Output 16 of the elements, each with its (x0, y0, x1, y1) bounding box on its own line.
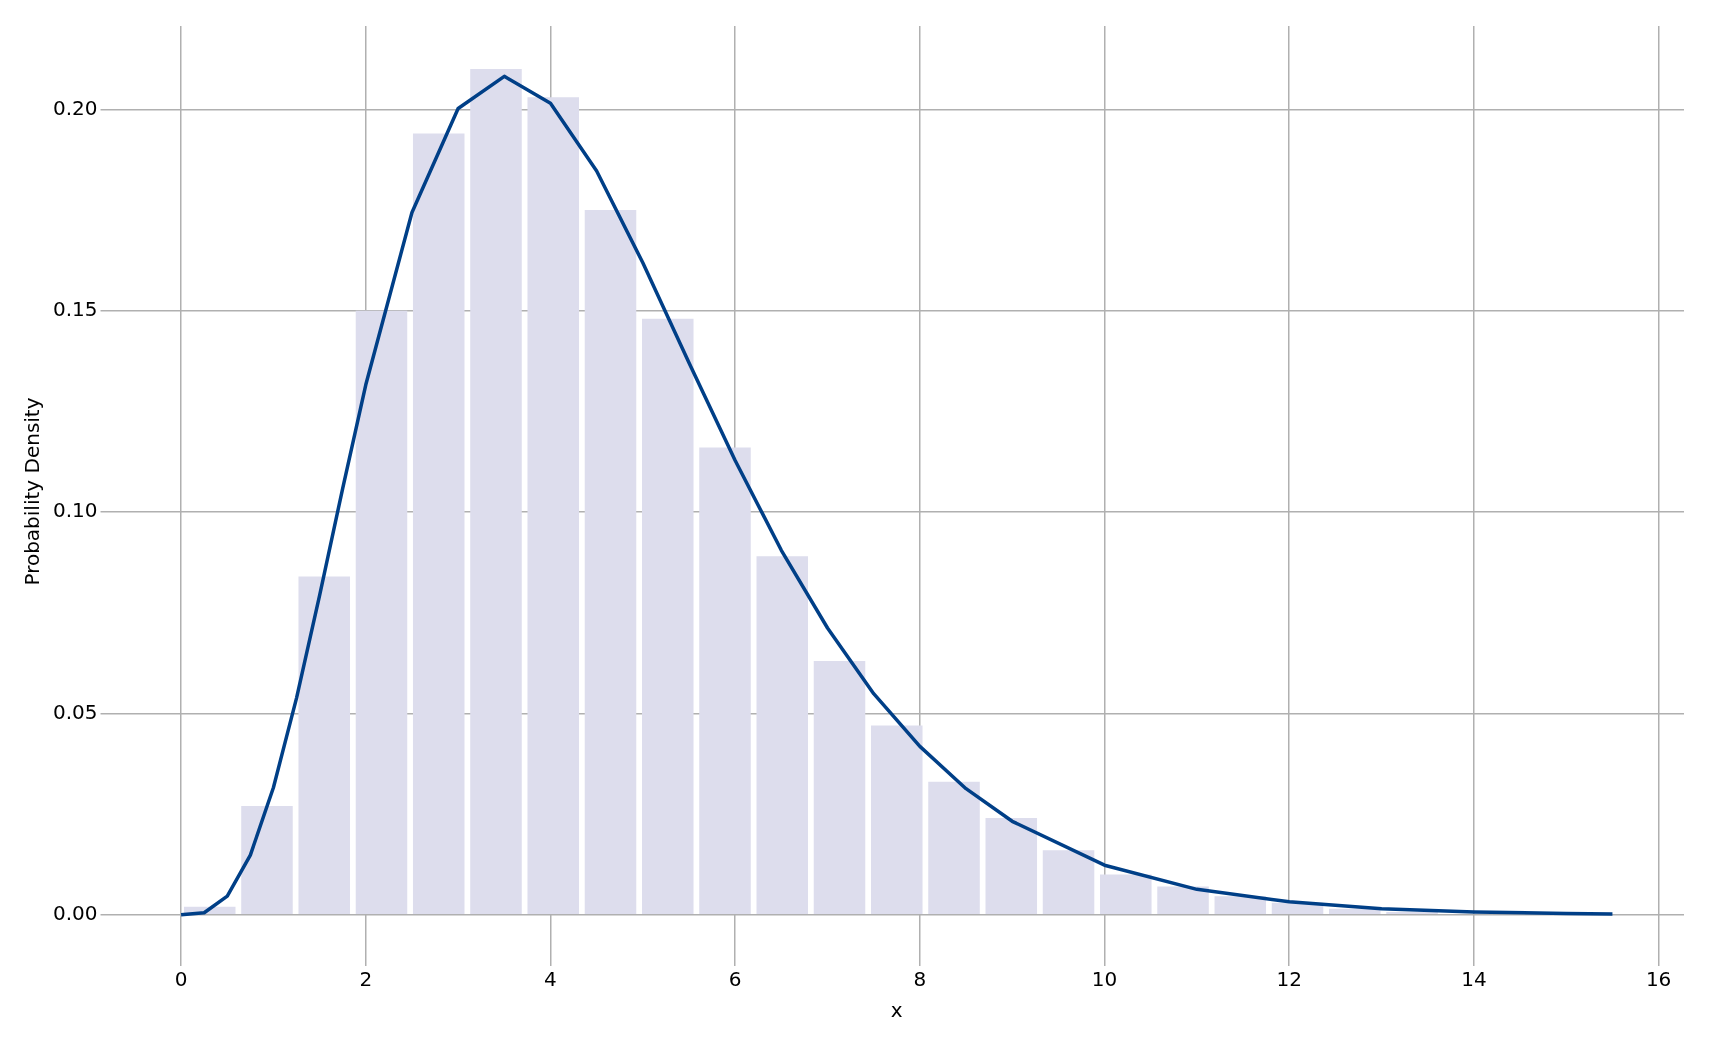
x-tick-label: 4 (544, 967, 557, 992)
y-tick-label: 0.05 (53, 699, 98, 724)
x-tick-label: 2 (359, 967, 373, 992)
y-tick-label: 0.10 (53, 498, 98, 523)
x-tick-label: 6 (728, 967, 742, 992)
y-axis-title: Probability Density (20, 397, 45, 586)
x-tick-label: 14 (1461, 967, 1487, 992)
y-tick-label: 0.20 (53, 95, 98, 120)
x-axis-title: x (890, 998, 903, 1023)
x-tick-label: 16 (1645, 967, 1672, 992)
x-tick-label: 12 (1276, 967, 1302, 992)
x-tick-label: 8 (913, 967, 927, 992)
y-tick-label: 0.00 (53, 900, 98, 925)
x-tick-label: 10 (1091, 967, 1118, 992)
x-tick-label: 0 (174, 967, 188, 992)
y-tick-label: 0.15 (53, 296, 98, 321)
